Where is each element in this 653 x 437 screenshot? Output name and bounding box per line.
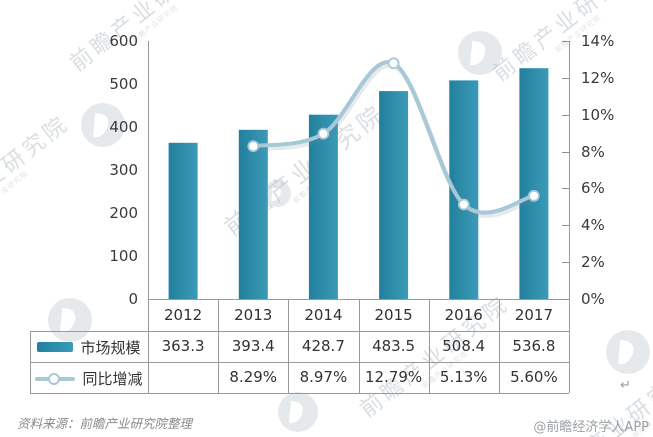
table-border bbox=[30, 362, 569, 363]
line-series-swatch-icon bbox=[35, 372, 76, 385]
market-scale-value-cell: 536.8 bbox=[512, 337, 556, 355]
legend-market-scale: 市场规模 bbox=[30, 332, 148, 362]
bar-2017 bbox=[519, 68, 549, 299]
bar-2014 bbox=[308, 114, 338, 299]
bar-2015 bbox=[379, 91, 409, 299]
legend-label: 同比增减 bbox=[82, 369, 143, 388]
y-axis-right-tick-label: 10% bbox=[581, 105, 615, 124]
x-axis-year-cell: 2012 bbox=[163, 306, 203, 324]
yoy-value-cell: 8.29% bbox=[229, 368, 278, 386]
yoy-marker bbox=[457, 198, 470, 211]
y-axis-right-tick-label: 12% bbox=[581, 68, 615, 87]
y-axis-right-tickmark bbox=[562, 152, 569, 153]
y-axis-right-tick-label: 14% bbox=[581, 32, 615, 50]
y-axis-right-tick-label: 4% bbox=[581, 216, 605, 235]
table-border bbox=[30, 331, 569, 332]
yoy-value-cell: 12.79% bbox=[364, 368, 423, 386]
table-border bbox=[499, 299, 500, 393]
y-axis-right-tickmark bbox=[562, 41, 569, 42]
legend-yoy-change: 同比增减 bbox=[30, 363, 148, 393]
y-axis-right-tick-label: 6% bbox=[581, 179, 605, 198]
bar-2012 bbox=[168, 142, 198, 299]
y-axis-left-tick-label: 400 bbox=[109, 118, 138, 136]
y-axis-right-tick-label: 8% bbox=[581, 142, 605, 161]
market-scale-value-cell: 483.5 bbox=[372, 337, 416, 355]
y-axis-left-tick-label: 100 bbox=[109, 247, 138, 265]
yoy-value-cell: 5.60% bbox=[510, 368, 558, 386]
watermark-logo-icon bbox=[606, 330, 650, 374]
yoy-marker bbox=[527, 189, 540, 202]
watermark-logo-icon bbox=[278, 392, 318, 432]
y-axis-left-line bbox=[148, 41, 149, 393]
yoy-marker bbox=[317, 127, 330, 140]
table-border bbox=[30, 393, 569, 394]
plot-area bbox=[168, 57, 549, 299]
y-axis-left-tick-label: 200 bbox=[109, 204, 138, 222]
market-scale-value-cell: 393.4 bbox=[231, 337, 275, 355]
y-axis-right-tickmark bbox=[562, 188, 569, 189]
credit-note: @前瞻经济学人APP bbox=[533, 420, 649, 435]
y-axis-right-tickmark bbox=[562, 299, 569, 300]
y-axis-right-tickmark bbox=[562, 78, 569, 79]
market-scale-value-cell: 428.7 bbox=[301, 337, 345, 355]
y-axis-left-tick-label: 300 bbox=[109, 161, 138, 179]
bar-2013 bbox=[238, 129, 268, 299]
yoy-value-cell bbox=[148, 362, 218, 393]
x-axis-year-cell: 2013 bbox=[234, 306, 273, 324]
y-axis-left-tick-label: 0 bbox=[128, 290, 138, 308]
y-axis-right-tickmark bbox=[562, 225, 569, 226]
yoy-value-cell: 8.97% bbox=[299, 368, 348, 386]
y-axis-right-tickmark bbox=[562, 115, 569, 116]
x-axis-year-cell: 2017 bbox=[514, 306, 553, 324]
y-axis-right-line bbox=[569, 41, 570, 393]
market-scale-value-cell: 363.3 bbox=[161, 337, 205, 355]
return-glyph: ↵ bbox=[620, 378, 631, 393]
y-axis-right-tick-label: 0% bbox=[581, 290, 605, 308]
legend-label: 市场规模 bbox=[80, 338, 141, 357]
yoy-marker bbox=[247, 140, 260, 153]
x-axis-year-cell: 2015 bbox=[374, 306, 413, 324]
table-border bbox=[288, 299, 289, 393]
yoy-marker bbox=[387, 57, 400, 70]
y-axis-right-tick-label: 2% bbox=[581, 253, 605, 272]
source-note: 资料来源：前瞻产业研究院整理 bbox=[17, 416, 193, 431]
table-border bbox=[218, 299, 219, 393]
table-border bbox=[30, 331, 31, 393]
x-axis-year-cell: 2014 bbox=[304, 306, 343, 324]
table-border bbox=[359, 299, 360, 393]
bar-series-swatch-icon bbox=[37, 342, 74, 352]
table-border bbox=[429, 299, 430, 393]
y-axis-right-tickmark bbox=[562, 262, 569, 263]
y-axis-left-tick-label: 500 bbox=[109, 75, 138, 93]
y-axis-left-tick-label: 600 bbox=[109, 32, 138, 50]
x-axis-line bbox=[148, 299, 569, 300]
market-scale-value-cell: 508.4 bbox=[442, 337, 486, 355]
yoy-value-cell: 5.13% bbox=[439, 368, 488, 386]
x-axis-year-cell: 2016 bbox=[444, 306, 483, 324]
